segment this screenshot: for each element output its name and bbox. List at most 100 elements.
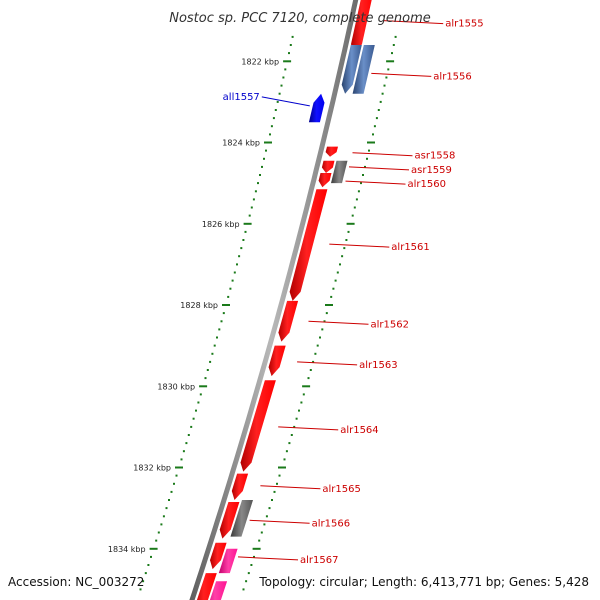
gene-alr1566[interactable] <box>219 502 240 539</box>
gene-alr1563[interactable] <box>268 345 286 377</box>
minor-tick <box>170 490 173 493</box>
minor-tick <box>291 35 294 38</box>
gene-label-alr1566[interactable]: alr1566 <box>312 518 350 529</box>
gene-alr1564[interactable] <box>240 380 276 472</box>
minor-tick <box>192 417 195 420</box>
gene-label-asr1559[interactable]: asr1559 <box>411 165 452 176</box>
gene-label-asr1558[interactable]: asr1558 <box>415 151 456 162</box>
gene-label-alr1560[interactable]: alr1560 <box>408 179 446 190</box>
chromosome-backbone <box>189 0 359 600</box>
feature-block[interactable] <box>230 500 254 537</box>
minor-tick <box>394 35 397 38</box>
minor-tick <box>375 117 378 120</box>
minor-tick <box>298 409 300 412</box>
minor-tick <box>263 157 265 160</box>
minor-tick <box>332 287 335 290</box>
minor-tick <box>209 360 212 363</box>
minor-tick <box>343 247 346 250</box>
gene-label-alr1555[interactable]: alr1555 <box>445 19 483 30</box>
label-leader <box>383 20 444 25</box>
minor-tick <box>213 344 216 347</box>
label-leader <box>371 72 432 77</box>
minor-tick <box>222 312 225 315</box>
minor-tick <box>319 336 321 339</box>
minor-tick <box>250 564 253 566</box>
tick-label: 1828 kbp <box>180 301 218 310</box>
gene-alr1560[interactable] <box>318 173 332 188</box>
gene-alr1568[interactable] <box>193 573 217 600</box>
minor-tick <box>272 117 275 120</box>
minor-tick <box>261 165 263 168</box>
minor-tick <box>242 239 245 241</box>
feature-block[interactable] <box>331 160 348 184</box>
minor-tick <box>139 588 142 591</box>
gene-asr1559[interactable] <box>321 160 335 173</box>
minor-tick <box>190 425 193 428</box>
minor-tick <box>220 320 223 323</box>
label-leader <box>345 180 406 185</box>
minor-tick <box>173 482 175 485</box>
minor-tick <box>280 84 283 87</box>
feature-block[interactable] <box>218 548 238 574</box>
minor-tick <box>345 239 348 241</box>
minor-tick <box>362 174 364 176</box>
minor-tick <box>293 425 296 428</box>
gene-asr1558[interactable] <box>325 146 338 157</box>
minor-tick <box>247 572 250 575</box>
gene-label-alr1562[interactable]: alr1562 <box>371 319 409 330</box>
gene-labels: alr1555 alr1556 all1557 asr1558 asr1559 alr15… <box>223 19 484 566</box>
minor-tick <box>168 499 170 501</box>
feature-block[interactable] <box>203 581 228 600</box>
minor-tick <box>372 133 374 136</box>
minor-tick <box>240 247 243 250</box>
minor-tick <box>165 507 168 510</box>
gene-label-alr1561[interactable]: alr1561 <box>391 242 429 253</box>
minor-tick <box>236 263 238 266</box>
gene-all1557[interactable] <box>308 93 325 123</box>
minor-tick <box>242 588 245 591</box>
gene-label-alr1565[interactable]: alr1565 <box>322 484 360 495</box>
minor-tick <box>300 401 303 404</box>
gene-label-all1557[interactable]: all1557 <box>223 92 260 103</box>
minor-tick <box>316 344 319 347</box>
minor-tick <box>233 271 236 274</box>
tick-label: 1834 kbp <box>108 545 146 554</box>
gene-alr1556[interactable] <box>341 45 362 94</box>
gene-alr1561[interactable] <box>289 189 328 301</box>
minor-tick <box>278 474 281 477</box>
gene-alr1565[interactable] <box>231 473 249 500</box>
minor-tick <box>250 206 253 209</box>
minor-tick <box>357 190 360 193</box>
minor-tick <box>157 531 160 534</box>
label-leader <box>348 166 410 171</box>
gene-label-alr1567[interactable]: alr1567 <box>300 555 338 566</box>
minor-tick <box>142 580 145 583</box>
minor-tick <box>341 255 344 258</box>
minor-tick <box>364 165 366 168</box>
tick-label: 1822 kbp <box>241 57 279 66</box>
minor-tick <box>206 369 209 371</box>
minor-tick <box>283 458 286 461</box>
minor-tick <box>147 564 150 566</box>
gene-alr1555[interactable] <box>351 0 374 54</box>
feature-block[interactable] <box>352 45 375 94</box>
minor-tick <box>330 295 333 298</box>
minor-tick <box>276 100 279 103</box>
minor-tick <box>302 393 305 396</box>
tick-label: 1830 kbp <box>157 382 195 391</box>
gene-alr1567[interactable] <box>210 542 227 570</box>
minor-tick <box>288 442 291 445</box>
minor-tick <box>381 92 384 95</box>
label-leader <box>237 556 299 561</box>
gene-alr1562[interactable] <box>278 300 299 342</box>
minor-tick <box>263 523 266 526</box>
gene-label-alr1556[interactable]: alr1556 <box>433 71 471 82</box>
gene-label-alr1563[interactable]: alr1563 <box>359 360 397 371</box>
gene-label-alr1564[interactable]: alr1564 <box>340 425 378 436</box>
minor-tick <box>245 580 248 583</box>
genome-summary-text: Topology: circular; Length: 6,413,771 bp… <box>258 575 589 589</box>
minor-tick <box>162 515 165 518</box>
minor-tick <box>274 109 277 111</box>
minor-tick <box>185 442 188 445</box>
